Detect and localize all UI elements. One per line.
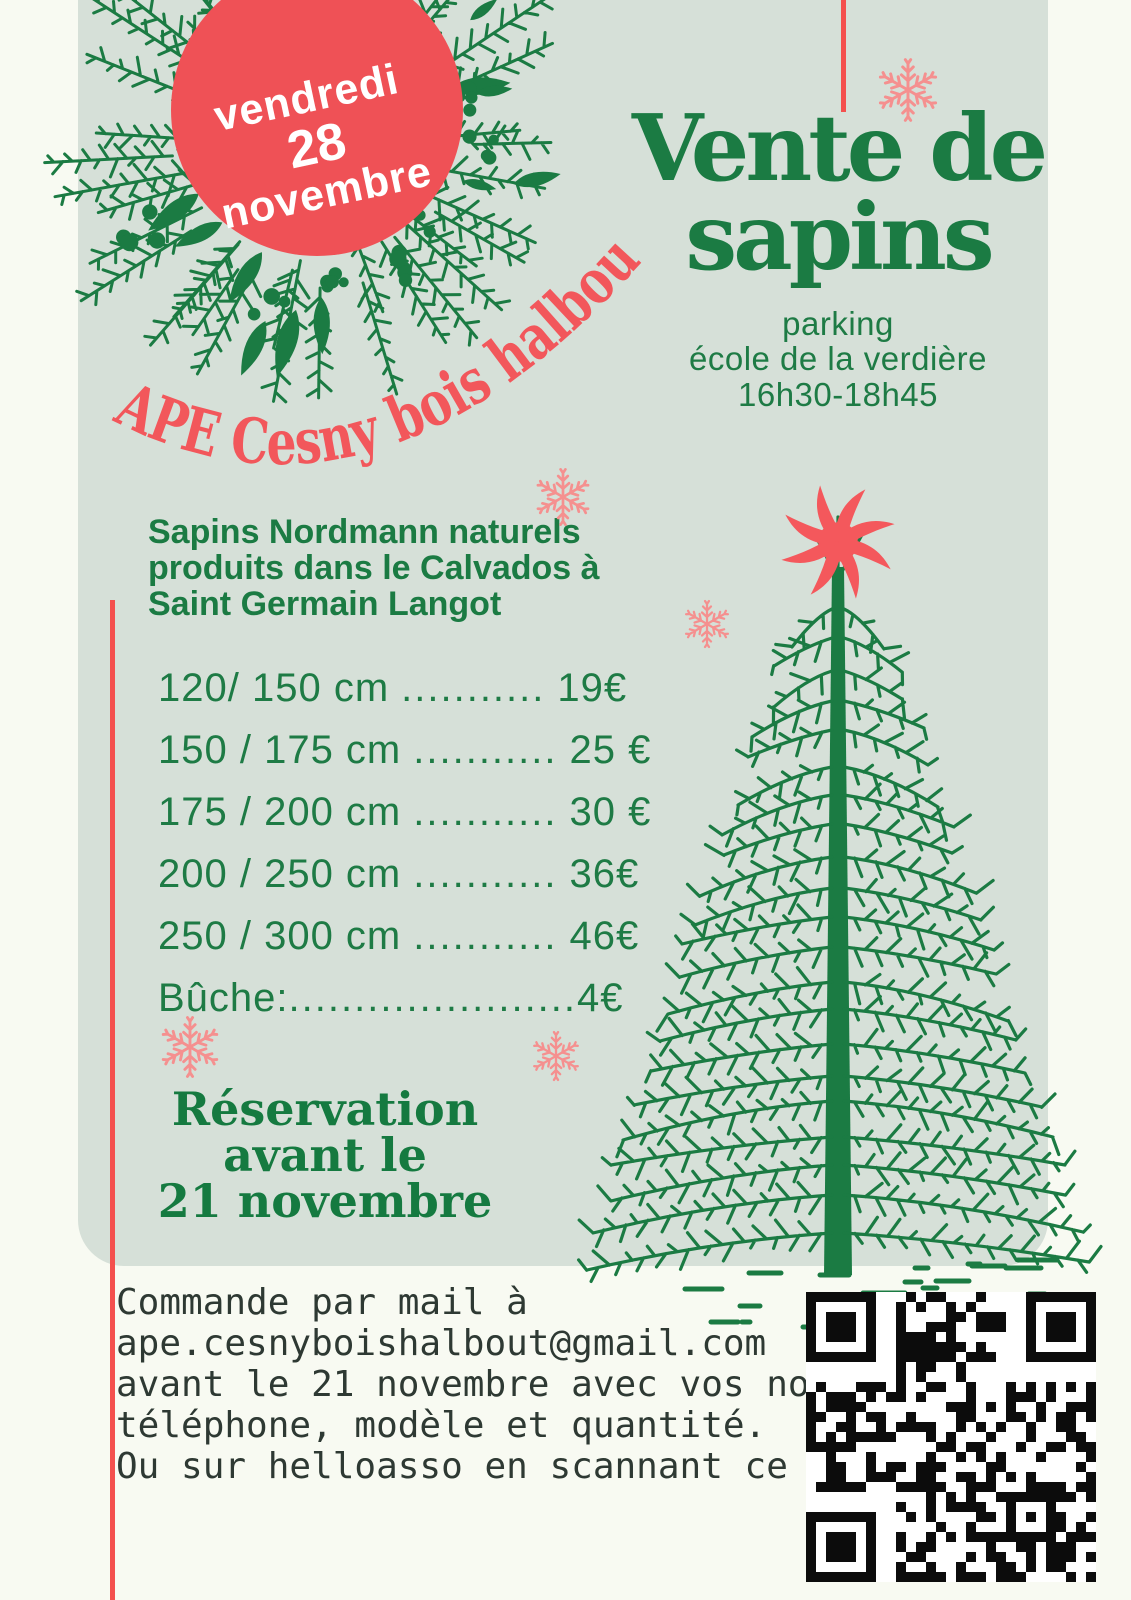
description-line: Saint Germain Langot bbox=[148, 585, 502, 624]
price-row: 150 / 175 cm........... 25 € bbox=[158, 728, 651, 773]
contact-line: Commande par mail à bbox=[116, 1282, 528, 1323]
date-badge: vendredi 28 novembre bbox=[171, 0, 463, 256]
price-row: 200 / 250 cm........... 36€ bbox=[158, 852, 651, 897]
price-item: 250 / 300 cm bbox=[158, 914, 402, 958]
title-line: Vente de bbox=[631, 94, 1048, 202]
snowflake-icon bbox=[875, 57, 941, 123]
price-item: 120/ 150 cm bbox=[158, 666, 390, 710]
price-value: 19€ bbox=[557, 666, 628, 710]
price-dots: ........... bbox=[401, 666, 546, 710]
price-value: 36€ bbox=[569, 852, 640, 896]
reservation-deadline: Réservation avant le 21 novembre bbox=[105, 1086, 545, 1224]
price-dots: ........... bbox=[413, 852, 558, 896]
price-item: 200 / 250 cm bbox=[158, 852, 402, 896]
star-topper-icon bbox=[781, 485, 895, 599]
event-info: parking école de la verdière 16h30-18h45 bbox=[618, 306, 1058, 412]
price-dots: ........... bbox=[413, 728, 558, 772]
price-item: Bûche: bbox=[158, 976, 289, 1020]
price-row: 175 / 200 cm........... 30 € bbox=[158, 790, 651, 835]
qr-code bbox=[806, 1292, 1096, 1582]
product-description: Sapins Nordmann naturels produits dans l… bbox=[148, 514, 600, 622]
top-accent-line bbox=[841, 0, 846, 112]
price-row: 120/ 150 cm........... 19€ bbox=[158, 666, 651, 711]
reservation-line: 21 novembre bbox=[157, 1174, 493, 1228]
price-row: 250 / 300 cm........... 46€ bbox=[158, 914, 651, 959]
price-value: 46€ bbox=[569, 914, 640, 958]
price-dots: ........... bbox=[413, 790, 558, 834]
event-location-line: école de la verdière bbox=[688, 340, 987, 378]
price-dots: ...................... bbox=[288, 976, 578, 1020]
reservation-line: avant le bbox=[223, 1128, 427, 1182]
price-item: 150 / 175 cm bbox=[158, 728, 402, 772]
event-hours: 16h30-18h45 bbox=[737, 375, 939, 413]
date-badge-text: vendredi 28 novembre bbox=[198, 55, 436, 238]
title-line: sapins bbox=[685, 183, 994, 292]
left-accent-line bbox=[110, 600, 115, 1600]
price-row: Bûche:......................4€ bbox=[158, 976, 651, 1021]
poster-title: Vente de sapins bbox=[618, 94, 1058, 292]
price-value: 4€ bbox=[577, 976, 624, 1020]
price-value: 25 € bbox=[569, 728, 652, 772]
price-item: 175 / 200 cm bbox=[158, 790, 402, 834]
contact-line: téléphone, modèle et quantité. bbox=[116, 1405, 767, 1447]
contact-line-email: ape.cesnyboishalbout@gmail.com bbox=[116, 1323, 767, 1365]
price-value: 30 € bbox=[569, 790, 652, 834]
description-line: produits dans le Calvados à bbox=[148, 549, 600, 588]
price-dots: ........... bbox=[413, 914, 558, 958]
snowflake-icon bbox=[158, 1015, 222, 1079]
event-location-line: parking bbox=[782, 305, 894, 342]
reservation-line: Réservation bbox=[171, 1082, 479, 1136]
contact-info: Commande par mail à ape.cesnyboishalbout… bbox=[116, 1282, 1005, 1487]
description-line: Sapins Nordmann naturels bbox=[148, 513, 581, 551]
price-list: 120/ 150 cm........... 19€ 150 / 175 cm..… bbox=[158, 666, 651, 1038]
